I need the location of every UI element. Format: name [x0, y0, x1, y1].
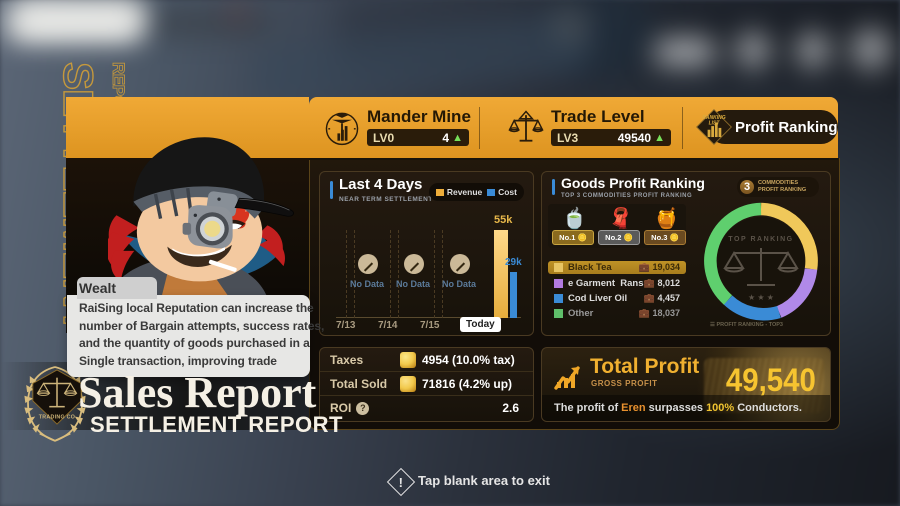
- svg-text:LIST: LIST: [709, 120, 721, 126]
- svg-text:★ ★ ★: ★ ★ ★: [748, 293, 774, 302]
- svg-text:TOP RANKING: TOP RANKING: [728, 236, 793, 243]
- svg-text:TRADING CO: TRADING CO: [39, 414, 75, 420]
